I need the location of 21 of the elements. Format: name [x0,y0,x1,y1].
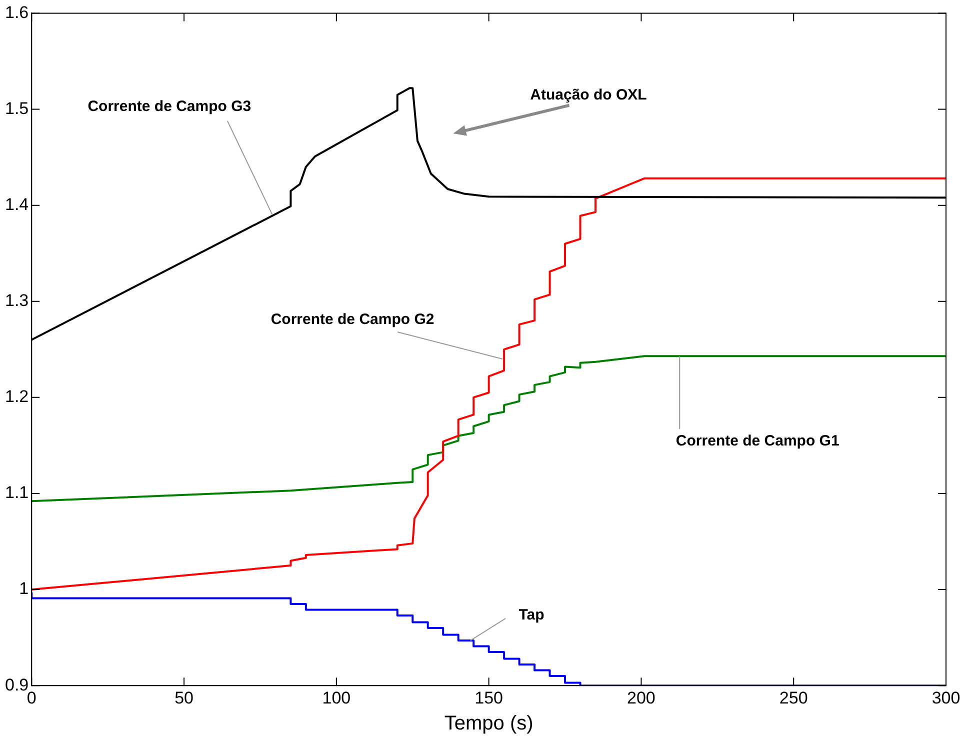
annotation: Atuação do OXL [530,86,647,104]
y-tick-label: 1.4 [4,195,29,214]
x-tick-label: 150 [474,688,504,708]
y-tick-label: 1 [19,579,29,598]
annotation: Corrente de Campo G3 [88,98,252,116]
x-tick-label: 100 [322,688,351,708]
y-tick-label: 1.3 [4,291,29,310]
x-tick-label: 50 [174,688,194,708]
x-tick-label: 0 [26,688,36,708]
x-tick-label: 200 [627,688,656,708]
annotation: Tap [518,606,544,624]
y-tick-label: 1.2 [4,387,29,406]
x-tick-label: 250 [779,688,808,708]
annotation: Corrente de Campo G2 [270,311,434,328]
x-tick-label: 300 [932,688,960,708]
y-tick-label: 1.6 [4,2,29,22]
x-axis-title: Tempo (s) [444,712,534,735]
y-tick-label: 1.1 [4,483,29,502]
annotation: Corrente de Campo G1 [676,432,840,450]
y-tick-label: 0.9 [4,675,29,694]
y-tick-label: 1.5 [4,98,29,118]
